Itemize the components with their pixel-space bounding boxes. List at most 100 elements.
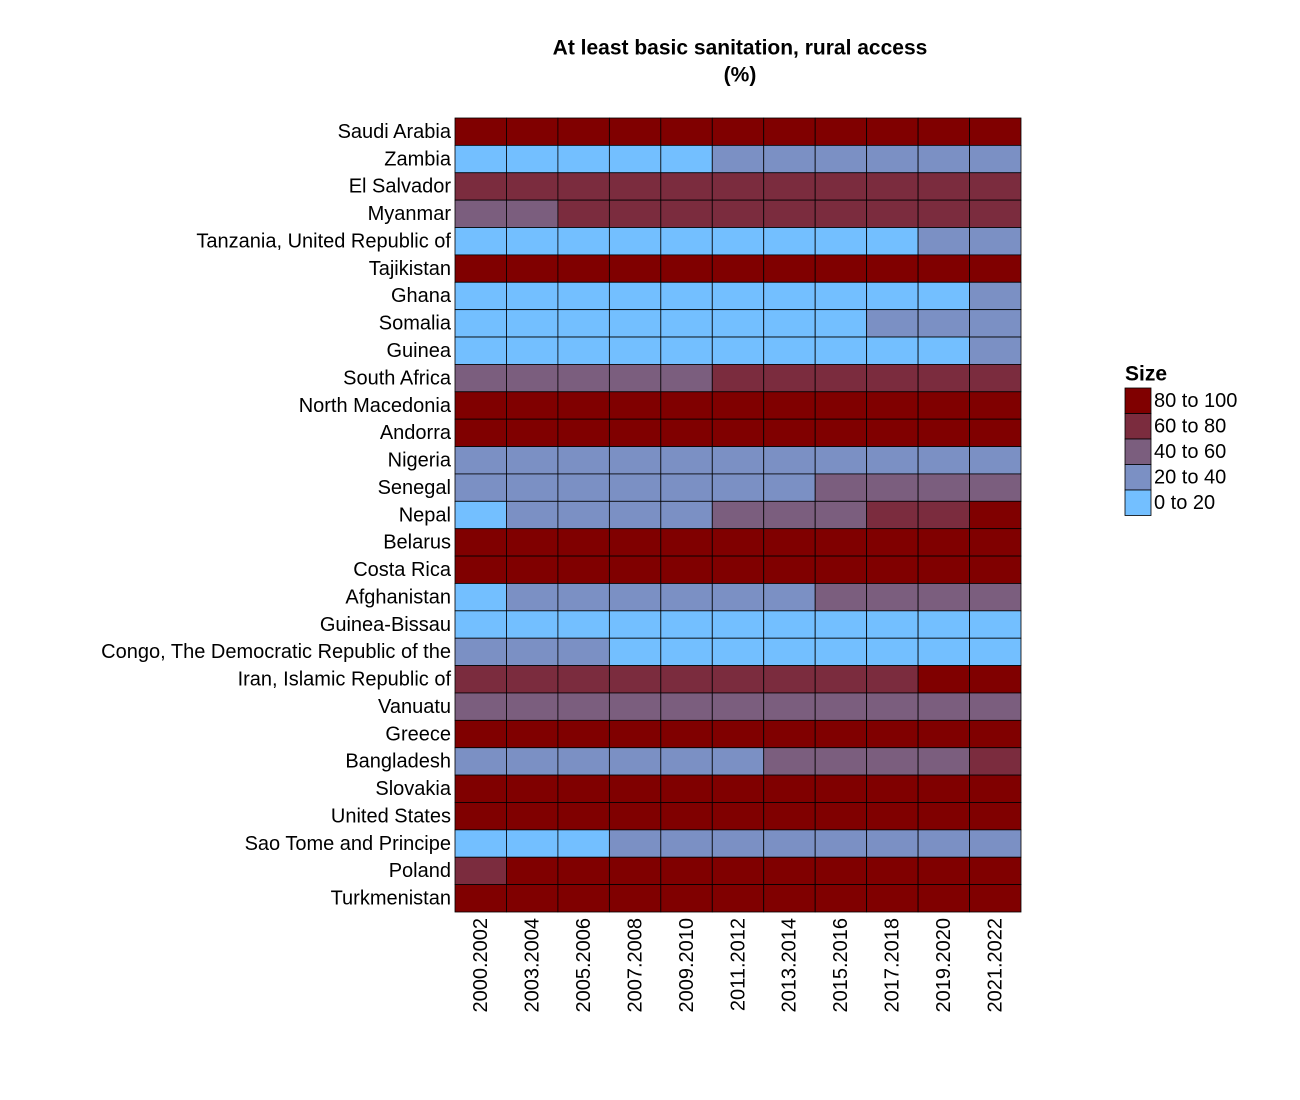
heatmap-cell [608,665,662,694]
heatmap-cell [557,774,610,803]
heatmap-cell [917,665,970,694]
heatmap-cell [969,719,1022,749]
heatmap-cell [454,747,507,776]
heatmap-cell [711,473,765,502]
heatmap-cell [814,610,868,639]
heatmap-cell [763,500,816,530]
heatmap-cell [711,500,765,530]
heatmap-cell [660,665,713,694]
heatmap-cell [557,199,610,228]
heatmap-cell [557,829,610,858]
heatmap-cell [608,336,662,365]
heatmap-cell [506,391,559,420]
heatmap-cell [454,774,507,803]
heatmap-cell [506,583,559,612]
heatmap-cell [969,774,1022,803]
x-tick-label: 2015.2016 [830,918,852,1013]
heatmap-cell [557,719,610,749]
heatmap-cell [917,473,970,502]
x-tick-label: 2003.2004 [521,918,543,1013]
heatmap-cell [814,117,868,146]
y-tick-label: South Africa [343,367,452,389]
y-tick-label: Ghana [391,285,452,307]
heatmap-cell [608,500,662,530]
heatmap-cell [814,719,868,749]
y-tick-label: Poland [389,860,451,882]
heatmap-cell [608,884,662,913]
heatmap-cell [814,336,868,365]
heatmap-cell [969,144,1022,174]
y-tick-label: North Macedonia [299,395,452,417]
heatmap-cell [763,336,816,365]
heatmap-cell [506,117,559,146]
heatmap-cell [969,747,1022,776]
heatmap-cell [711,528,765,557]
x-tick-label: 2017.2018 [882,918,904,1013]
heatmap-cell [814,144,868,174]
heatmap-cell [557,309,610,338]
heatmap-cell [454,583,507,612]
heatmap-cell [660,473,713,502]
heatmap-cell [506,473,559,502]
y-tick-label: Iran, Islamic Republic of [238,669,452,691]
y-tick-label: Congo, The Democratic Republic of the [101,641,451,663]
heatmap-cell [969,117,1022,146]
heatmap-cell [711,583,765,612]
heatmap-cell [506,281,559,311]
y-tick-label: Bangladesh [345,751,451,773]
heatmap-cell [814,391,868,420]
heatmap-cell [506,418,559,447]
heatmap-cell [969,309,1022,338]
heatmap-cell [454,610,507,639]
heatmap-cell [454,391,507,420]
heatmap-cell [557,254,610,283]
heatmap-cell [917,254,970,283]
heatmap-cell [711,117,765,146]
x-tick-label: 2007.2008 [624,918,646,1013]
heatmap-cell [866,281,919,311]
heatmap-cell [454,528,507,557]
heatmap-cell [763,802,816,831]
heatmap-cell [866,336,919,365]
heatmap-cell [917,692,970,721]
heatmap-cell [814,583,868,612]
heatmap-cell [814,528,868,557]
heatmap-cell [763,117,816,146]
legend-label: 40 to 60 [1154,441,1226,463]
heatmap-cell [454,364,507,393]
y-tick-label: Afghanistan [345,586,451,608]
heatmap-cell [711,227,765,256]
heatmap-cell [608,528,662,557]
y-tick-label: Andorra [380,422,452,444]
heatmap-cell [608,254,662,283]
heatmap-cell [917,719,970,749]
heatmap-cell [917,309,970,338]
heatmap-cell [660,254,713,283]
x-tick-label: 2021.2022 [985,918,1007,1013]
heatmap-cell [557,610,610,639]
heatmap-cell [454,829,507,858]
heatmap-cell [866,665,919,694]
heatmap-cell [608,391,662,420]
legend-title: Size [1125,363,1167,386]
heatmap-cell [763,418,816,447]
heatmap-cell [506,692,559,721]
heatmap-cell [866,555,919,584]
heatmap-cell [917,528,970,557]
heatmap-cell [506,884,559,913]
x-tick-label: 2013.2014 [779,918,801,1013]
y-tick-label: Nigeria [388,450,452,472]
heatmap-cell [506,555,559,584]
heatmap-cell [763,583,816,612]
heatmap-cell [506,637,559,666]
y-tick-label: Sao Tome and Principe [245,833,451,855]
heatmap-cell [866,610,919,639]
heatmap-cell [866,856,919,886]
heatmap-cell [506,774,559,803]
heatmap-cell [917,281,970,311]
heatmap-cell [763,555,816,584]
y-tick-label: El Salvador [349,176,452,198]
heatmap-cell [454,665,507,694]
heatmap-cell [454,884,507,913]
